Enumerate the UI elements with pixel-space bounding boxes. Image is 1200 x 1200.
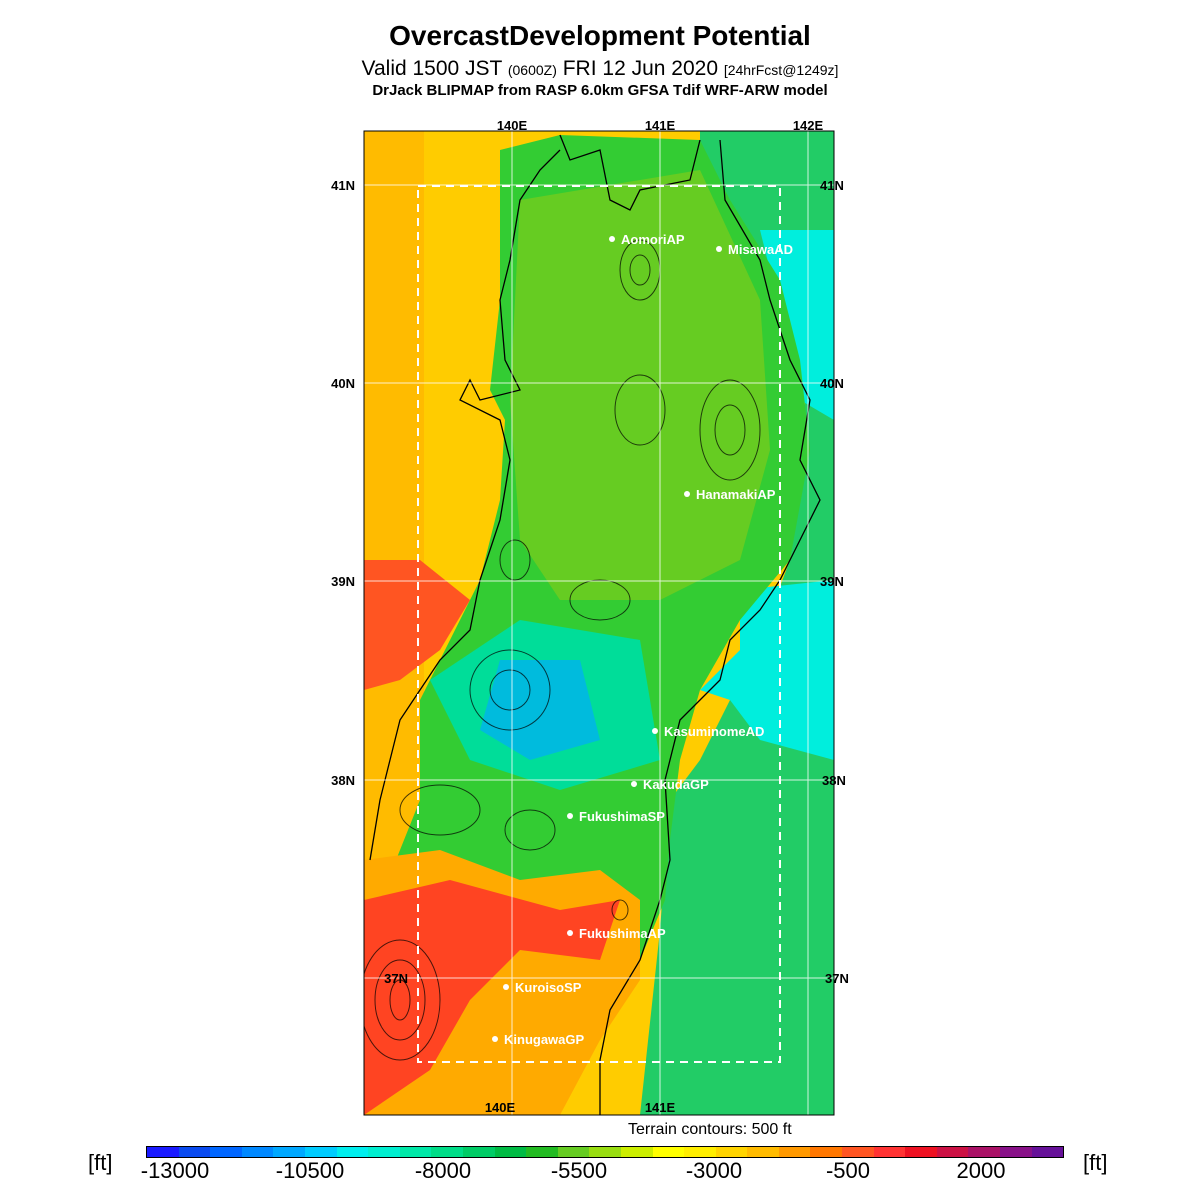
station-label-fukushima-ap: FukushimaAP <box>579 926 666 941</box>
colorbar-swatch <box>147 1147 179 1157</box>
colorbar-tick-label: -8000 <box>414 1158 472 1183</box>
colorbar-swatch <box>715 1147 748 1157</box>
colorbar-swatch <box>368 1147 400 1157</box>
forecast-info: [24hrFcst@1249z] <box>723 62 839 78</box>
colorbar-swatch <box>304 1147 337 1157</box>
colorbar-swatch <box>873 1147 906 1157</box>
land-blue-patch <box>480 660 600 760</box>
colorbar-swatch <box>399 1147 432 1157</box>
station-dot-fukushima-ap <box>567 930 573 936</box>
colorbar-swatch <box>684 1147 716 1157</box>
colorbar-swatch <box>1031 1147 1064 1157</box>
station-label-kinugawa: KinugawaGP <box>504 1032 585 1047</box>
map-field <box>364 131 834 1115</box>
station-dot-kakuda <box>631 781 637 787</box>
graticule <box>364 131 834 1115</box>
colorbar-swatch <box>968 1147 1001 1157</box>
colorbar-swatch <box>336 1147 369 1157</box>
colorbar-swatch <box>620 1147 653 1157</box>
lat-label-left-40: 40N <box>331 376 355 391</box>
colorbar-tick-label: -5500 <box>550 1158 608 1183</box>
colorbar-tick-label: -13000 <box>140 1158 210 1183</box>
lat-label-right-40: 40N <box>820 376 844 391</box>
colorbar-swatch <box>905 1147 937 1157</box>
station-label-aomori: AomoriAP <box>621 232 685 247</box>
station-dot-kasuminome <box>652 728 658 734</box>
station-label-kasuminome: KasuminomeAD <box>664 724 764 739</box>
east-sea-cyan-north <box>760 230 834 420</box>
colorbar-swatch <box>652 1147 685 1157</box>
colorbar-swatch <box>178 1147 211 1157</box>
colorbar <box>146 1146 1064 1158</box>
station-label-kuroiso: KuroisoSP <box>515 980 582 995</box>
chart-title: OvercastDevelopment Potential <box>389 20 811 51</box>
lat-label-left-39: 39N <box>331 574 355 589</box>
station-dot-fukushima-sp <box>567 813 573 819</box>
station-dot-kinugawa <box>492 1036 498 1042</box>
station-label-hanamaki: HanamakiAP <box>696 487 776 502</box>
colorbar-swatch <box>241 1147 274 1157</box>
colorbar-swatch <box>589 1147 621 1157</box>
colorbar-swatch <box>273 1147 305 1157</box>
station-dot-misawa <box>716 246 722 252</box>
station-label-fukushima-sp: FukushimaSP <box>579 809 665 824</box>
land-yellowgreen <box>510 170 770 600</box>
lat-label-left-37: 37N <box>384 971 408 986</box>
terrain-contour-note: Terrain contours: 500 ft <box>628 1121 792 1138</box>
valid-time-line: Valid 1500 JST (0600Z) FRI 12 Jun 2020 [… <box>0 57 1200 81</box>
lon-label-bottom-140: 140E <box>485 1100 516 1115</box>
colorbar-swatch <box>1000 1147 1032 1157</box>
station-dot-aomori <box>609 236 615 242</box>
colorbar-swatch <box>778 1147 811 1157</box>
station-markers: AomoriAP MisawaAD HanamakiAP KasuminomeA… <box>492 232 793 1047</box>
lat-label-right-38: 38N <box>822 773 846 788</box>
map-frame <box>363 130 835 1116</box>
inner-domain-box <box>417 185 781 1063</box>
station-dot-hanamaki <box>684 491 690 497</box>
lat-label-right-41: 41N <box>820 178 844 193</box>
forecast-date: FRI 12 Jun 2020 <box>562 57 718 80</box>
lon-label-bottom-141: 141E <box>645 1100 676 1115</box>
lat-label-right-39: 39N <box>820 574 844 589</box>
colorbar-swatch <box>210 1147 242 1157</box>
valid-time: Valid 1500 JST <box>361 57 503 80</box>
colorbar-tick-label: 2000 <box>956 1158 1006 1183</box>
lon-label-top-140: 140E <box>497 118 528 133</box>
colorbar-swatch <box>842 1147 874 1157</box>
station-label-misawa: MisawaAD <box>728 242 793 257</box>
colorbar-tick-label: -10500 <box>275 1158 345 1183</box>
colorbar-swatch <box>810 1147 843 1157</box>
model-description: DrJack BLIPMAP from RASP 6.0km GFSA Tdif… <box>372 82 828 99</box>
station-dot-kuroiso <box>503 984 509 990</box>
colorbar-swatch <box>431 1147 463 1157</box>
colorbar-swatch <box>494 1147 527 1157</box>
east-sea-cyan-mid <box>700 580 834 760</box>
colorbar-swatch <box>526 1147 558 1157</box>
colorbar-swatch <box>557 1147 590 1157</box>
utc-time: (0600Z) <box>507 62 557 78</box>
station-label-kakuda: KakudaGP <box>643 777 709 792</box>
east-sea-green <box>640 131 834 1115</box>
colorbar-swatch <box>747 1147 779 1157</box>
lon-label-top-141: 141E <box>645 118 676 133</box>
colorbar-unit-right: [ft] <box>1083 1150 1108 1175</box>
lon-label-top-142: 142E <box>793 118 824 133</box>
colorbar-unit-left: [ft] <box>88 1150 113 1175</box>
lat-label-left-41: 41N <box>331 178 355 193</box>
lat-label-left-38: 38N <box>331 773 355 788</box>
terrain-contours <box>364 239 761 1061</box>
colorbar-tick-label: -500 <box>825 1158 871 1183</box>
colorbar-swatch <box>462 1147 495 1157</box>
lat-label-right-37: 37N <box>825 971 849 986</box>
colorbar-tick-label: -3000 <box>685 1158 743 1183</box>
colorbar-swatch <box>936 1147 969 1157</box>
south-red <box>364 880 620 1115</box>
